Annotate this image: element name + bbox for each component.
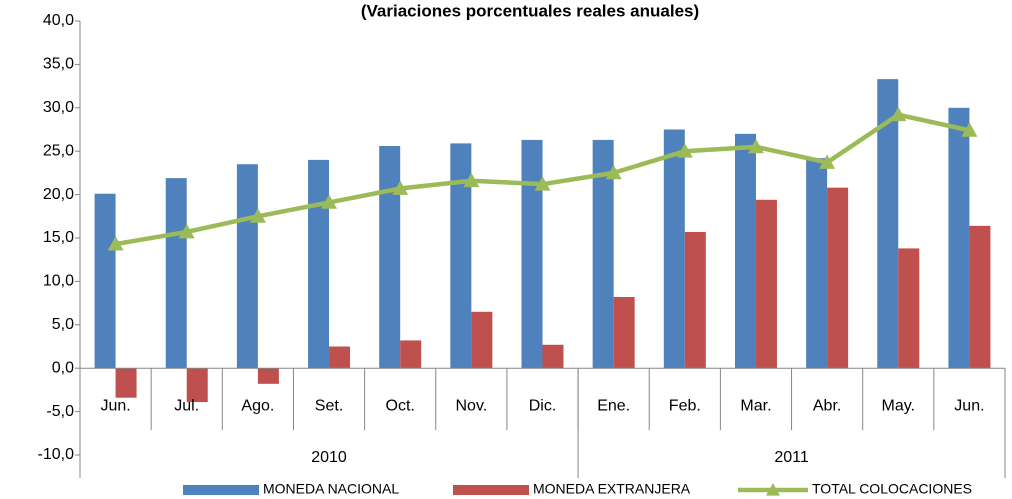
bar	[969, 225, 991, 369]
bar	[94, 193, 116, 369]
bar	[592, 139, 614, 369]
y-tick-label: 35,0	[43, 56, 74, 73]
bar	[613, 297, 635, 369]
x-tick-label: Ene.	[597, 397, 630, 414]
y-tick-label: 40,0	[43, 12, 74, 29]
bar	[755, 199, 777, 369]
x-tick-label: Abr.	[813, 397, 841, 414]
bar	[379, 145, 401, 369]
bar	[898, 248, 920, 369]
bar	[450, 143, 472, 369]
line-marker	[890, 106, 907, 122]
bar	[663, 129, 685, 369]
legend-label: MONEDA EXTRANJERA	[533, 481, 691, 497]
chart-title: (Variaciones porcentuales reales anuales…	[361, 1, 699, 20]
bar	[684, 231, 706, 369]
bar	[471, 311, 493, 369]
x-tick-label: May.	[882, 397, 915, 414]
x-tick-label: Jun.	[954, 397, 984, 414]
line-marker	[605, 164, 622, 180]
legend-swatch	[453, 485, 529, 495]
y-tick-label: 25,0	[43, 142, 74, 159]
bar	[257, 368, 279, 384]
x-tick-label: Jul.	[174, 397, 199, 414]
legend-label: MONEDA NACIONAL	[263, 481, 399, 497]
x-tick-label: Oct.	[386, 397, 415, 414]
line-marker	[961, 122, 978, 137]
x-group-label: 2010	[311, 449, 347, 466]
x-tick-label: Feb.	[669, 397, 701, 414]
bar	[165, 178, 187, 369]
legend-swatch	[183, 485, 259, 495]
bar	[542, 344, 564, 369]
y-tick-label: 0,0	[52, 359, 74, 376]
line-marker	[178, 223, 195, 239]
bar	[806, 158, 828, 369]
bar	[186, 368, 208, 403]
y-tick-label: 5,0	[52, 316, 74, 333]
bar	[236, 164, 258, 369]
bar	[115, 368, 137, 398]
x-tick-label: Dic.	[529, 397, 557, 414]
x-group-label: 2011	[774, 449, 809, 466]
bar	[400, 340, 422, 369]
y-tick-label: 30,0	[43, 99, 74, 116]
bar	[948, 107, 970, 369]
y-tick-label: 10,0	[43, 273, 74, 290]
line-marker	[676, 143, 693, 158]
y-tick-label: 20,0	[43, 186, 74, 203]
x-tick-label: Ago.	[241, 397, 274, 414]
line-marker	[534, 176, 551, 191]
bar	[827, 187, 849, 369]
bar	[329, 346, 351, 369]
x-tick-label: Nov.	[455, 397, 487, 414]
line-marker	[819, 154, 836, 169]
bar	[308, 159, 330, 369]
line-marker	[463, 172, 480, 188]
x-tick-label: Mar.	[740, 397, 771, 414]
bar	[877, 79, 899, 369]
line-marker	[747, 138, 764, 154]
x-tick-label: Set.	[315, 397, 343, 414]
line-marker	[321, 194, 338, 209]
line-marker	[392, 180, 409, 195]
bar	[734, 133, 756, 369]
bar	[521, 139, 543, 369]
x-tick-label: Jun.	[100, 397, 130, 414]
legend-marker	[766, 483, 780, 496]
y-tick-label: 15,0	[43, 229, 74, 246]
line-marker	[249, 208, 266, 223]
y-tick-label: -5,0	[46, 403, 74, 420]
line-marker	[107, 236, 124, 251]
legend-label: TOTAL COLOCACIONES	[812, 481, 972, 497]
y-tick-label: -10,0	[38, 446, 75, 463]
